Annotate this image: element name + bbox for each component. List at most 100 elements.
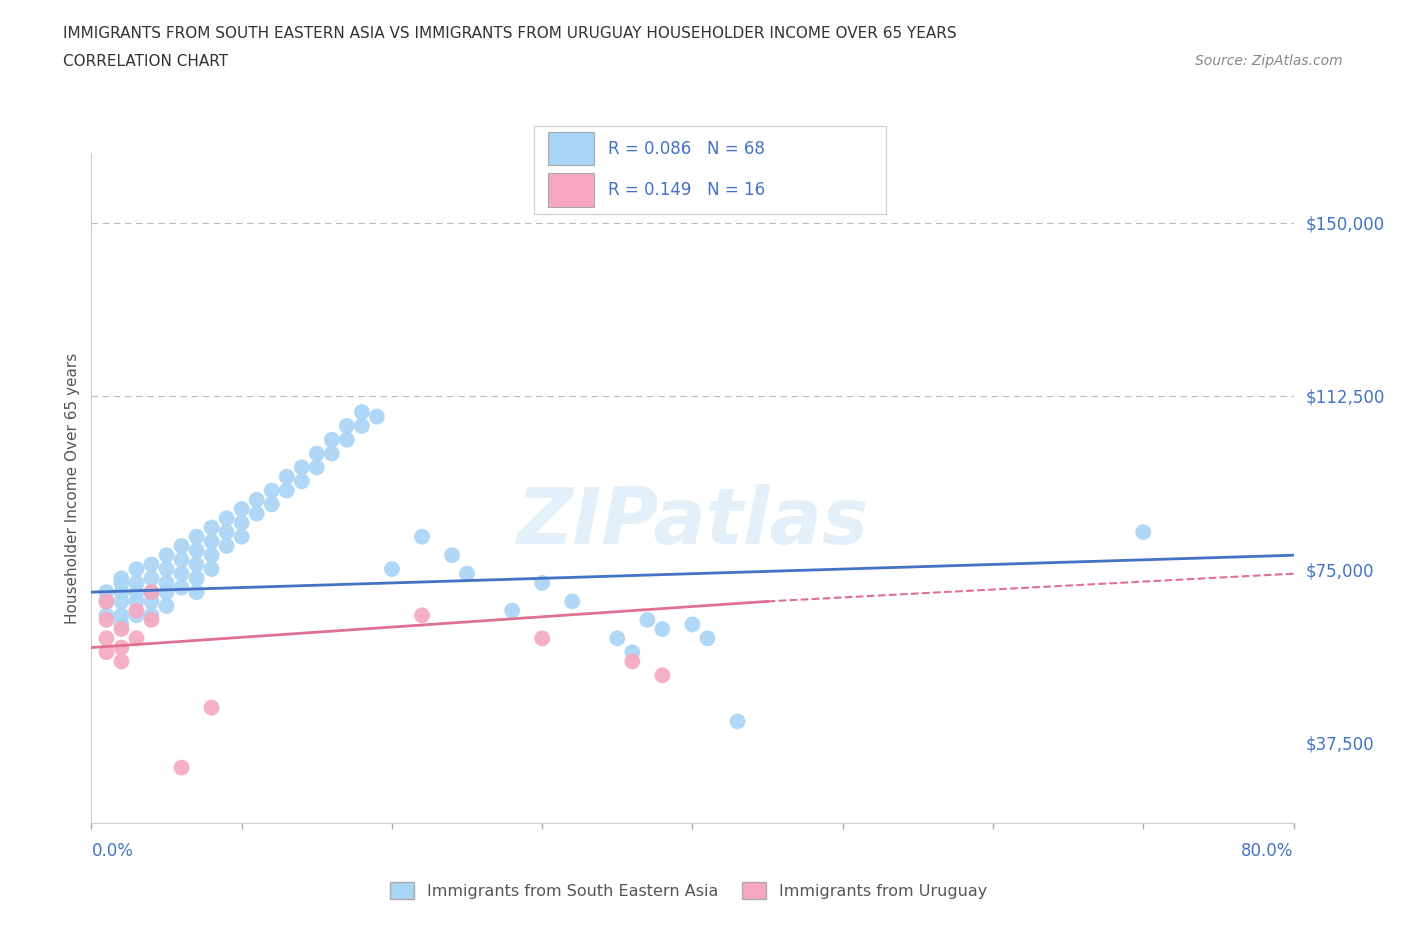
Point — [231, 501, 253, 516]
Point — [141, 557, 163, 572]
Point — [291, 474, 314, 489]
Point — [411, 608, 433, 623]
Point — [125, 604, 148, 618]
Point — [201, 534, 224, 549]
Point — [381, 562, 404, 577]
Point — [110, 571, 132, 586]
Point — [186, 585, 208, 600]
Point — [260, 483, 283, 498]
Point — [305, 460, 328, 475]
Point — [201, 562, 224, 577]
Legend: Immigrants from South Eastern Asia, Immigrants from Uruguay: Immigrants from South Eastern Asia, Immi… — [384, 876, 994, 905]
Point — [186, 557, 208, 572]
Point — [621, 654, 644, 669]
Point — [531, 576, 554, 591]
Point — [215, 511, 238, 525]
Text: R = 0.086   N = 68: R = 0.086 N = 68 — [609, 140, 765, 157]
Point — [141, 608, 163, 623]
Point — [305, 446, 328, 461]
Point — [201, 700, 224, 715]
Point — [561, 594, 583, 609]
Point — [336, 418, 359, 433]
Point — [170, 760, 193, 775]
Point — [291, 460, 314, 475]
Text: ZIPatlas: ZIPatlas — [516, 484, 869, 560]
Point — [636, 613, 658, 628]
Text: 80.0%: 80.0% — [1241, 842, 1294, 859]
Point — [141, 594, 163, 609]
Point — [125, 608, 148, 623]
Point — [125, 585, 148, 600]
Point — [186, 571, 208, 586]
Point — [321, 446, 343, 461]
Point — [246, 492, 269, 507]
Point — [155, 576, 177, 591]
Point — [260, 497, 283, 512]
Point — [336, 432, 359, 447]
Point — [651, 621, 673, 636]
Point — [125, 562, 148, 577]
Point — [681, 617, 703, 631]
Point — [110, 594, 132, 609]
Point — [141, 571, 163, 586]
Point — [155, 599, 177, 614]
Point — [1132, 525, 1154, 539]
Point — [170, 566, 193, 581]
Point — [651, 668, 673, 683]
Point — [110, 585, 132, 600]
Point — [621, 644, 644, 659]
Point — [155, 562, 177, 577]
Y-axis label: Householder Income Over 65 years: Householder Income Over 65 years — [65, 352, 80, 624]
Point — [96, 631, 118, 645]
Text: R = 0.149   N = 16: R = 0.149 N = 16 — [609, 181, 765, 199]
Point — [125, 576, 148, 591]
Point — [696, 631, 718, 645]
Point — [186, 529, 208, 544]
Point — [246, 506, 269, 521]
Text: IMMIGRANTS FROM SOUTH EASTERN ASIA VS IMMIGRANTS FROM URUGUAY HOUSEHOLDER INCOME: IMMIGRANTS FROM SOUTH EASTERN ASIA VS IM… — [63, 26, 957, 41]
Point — [170, 552, 193, 567]
Point — [141, 585, 163, 600]
Point — [276, 470, 298, 485]
Bar — [548, 173, 593, 206]
Point — [110, 576, 132, 591]
Point — [201, 520, 224, 535]
Point — [501, 604, 523, 618]
Point — [531, 631, 554, 645]
Point — [96, 594, 118, 609]
Text: 0.0%: 0.0% — [91, 842, 134, 859]
Point — [125, 594, 148, 609]
Point — [186, 543, 208, 558]
Point — [96, 608, 118, 623]
Point — [606, 631, 628, 645]
Point — [215, 538, 238, 553]
Point — [110, 640, 132, 655]
Point — [96, 585, 118, 600]
Point — [110, 617, 132, 631]
Point — [141, 613, 163, 628]
Point — [321, 432, 343, 447]
Point — [170, 538, 193, 553]
Point — [155, 585, 177, 600]
Point — [350, 405, 373, 419]
Point — [110, 621, 132, 636]
Point — [110, 654, 132, 669]
Point — [110, 608, 132, 623]
Point — [215, 525, 238, 539]
Point — [96, 644, 118, 659]
Point — [456, 566, 478, 581]
Point — [440, 548, 463, 563]
Point — [96, 613, 118, 628]
Point — [366, 409, 388, 424]
Point — [231, 515, 253, 530]
Point — [350, 418, 373, 433]
Point — [96, 594, 118, 609]
Text: CORRELATION CHART: CORRELATION CHART — [63, 54, 228, 69]
Point — [170, 580, 193, 595]
Point — [231, 529, 253, 544]
Point — [155, 548, 177, 563]
Point — [276, 483, 298, 498]
Point — [411, 529, 433, 544]
Point — [201, 548, 224, 563]
Point — [141, 585, 163, 600]
